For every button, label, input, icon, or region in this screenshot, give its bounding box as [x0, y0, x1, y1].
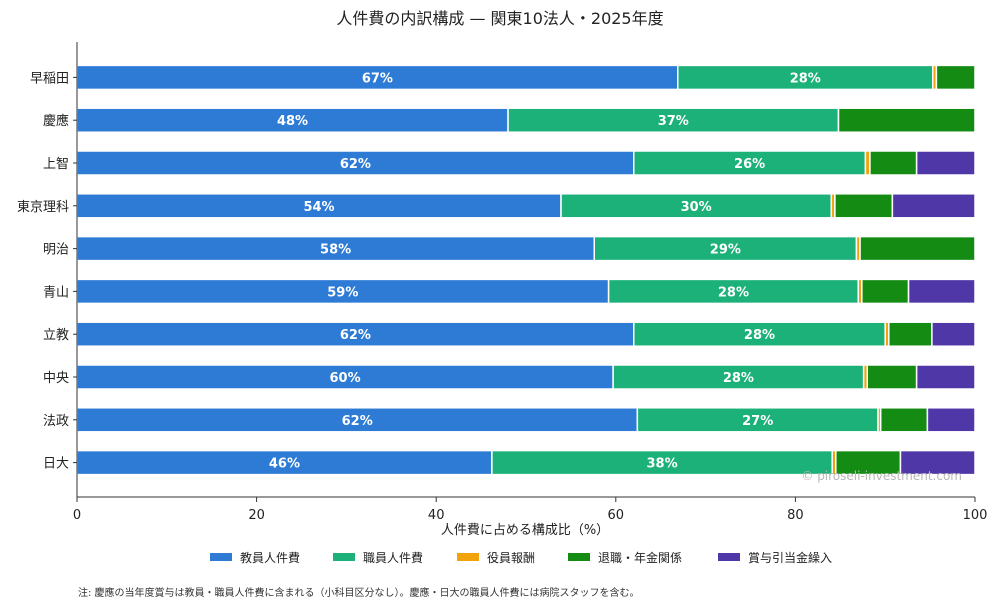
legend-label: 賞与引当金繰入 — [748, 550, 832, 565]
legend: 教員人件費 職員人件費 役員報酬 退職・年金関係 賞与引当金繰入 — [210, 550, 832, 565]
bars-group: 67% 28% 48% 37% 62% 26% 54% 30% 58% 29% 59% 28% 62% 2… — [76, 64, 976, 476]
category-label: 立教 — [43, 327, 69, 343]
data-label: 37% — [658, 114, 689, 129]
footnote: 注: 慶應の当年度賞与は教員・職員人件費に含まれる（小科目区分なし）。慶應・日大… — [78, 586, 640, 599]
data-label: 60% — [329, 371, 360, 386]
bar-segment — [677, 64, 934, 91]
legend-swatch — [718, 553, 740, 561]
watermark: © piroseli-investment.com — [801, 469, 962, 483]
category-label: 日大 — [43, 457, 69, 472]
x-tick-label: 80 — [787, 508, 804, 523]
data-label: 62% — [342, 414, 373, 429]
bar-segment — [633, 150, 867, 176]
category-label: 明治 — [43, 243, 69, 258]
data-label: 29% — [710, 243, 741, 258]
bar-segment — [869, 150, 918, 176]
bar-segment — [915, 364, 976, 390]
data-label: 30% — [681, 200, 712, 215]
x-tick-label: 40 — [428, 508, 445, 523]
bar-segment — [834, 193, 894, 219]
data-label: 28% — [744, 328, 775, 343]
bar-segment — [491, 449, 833, 476]
legend-label: 職員人件費 — [363, 550, 423, 565]
bar-segment — [926, 407, 976, 433]
bar-segment — [607, 278, 860, 305]
data-label: 59% — [327, 285, 358, 300]
data-label: 62% — [340, 157, 371, 172]
bar-segment — [835, 449, 902, 476]
legend-swatch — [333, 553, 355, 561]
data-label: 27% — [742, 414, 773, 429]
bar-segment — [935, 64, 976, 91]
bar-segment — [899, 449, 976, 476]
chart-title: 人件費の内訳構成 — 関東10法人・2025年度 — [336, 9, 663, 28]
data-label: 26% — [734, 157, 765, 172]
category-label: 早稲田 — [30, 71, 69, 86]
bar-segment — [931, 321, 976, 347]
x-tick-label: 0 — [73, 508, 81, 523]
category-label: 東京理科 — [17, 199, 69, 215]
data-label: 28% — [790, 71, 821, 86]
bar-segment — [76, 150, 635, 176]
data-label: 48% — [277, 114, 308, 129]
category-label: 中央 — [43, 371, 69, 386]
bar-segment — [76, 193, 562, 219]
bar-segment — [888, 321, 933, 347]
data-label: 54% — [303, 200, 334, 215]
data-label: 46% — [269, 457, 300, 472]
bar-segment — [837, 107, 976, 133]
category-label: 法政 — [43, 414, 69, 429]
bar-segment — [76, 364, 614, 390]
bar-segment — [866, 364, 918, 390]
x-tick-label: 60 — [608, 508, 625, 523]
bar-segment — [76, 321, 635, 347]
legend-label: 教員人件費 — [240, 550, 300, 565]
data-label: 67% — [362, 71, 393, 86]
legend-swatch — [210, 553, 232, 561]
x-axis-title: 人件費に占める構成比（%） — [441, 523, 609, 538]
legend-label: 役員報酬 — [487, 550, 535, 565]
data-label: 38% — [646, 457, 677, 472]
legend-label: 退職・年金関係 — [598, 550, 682, 565]
category-label: 上智 — [43, 157, 69, 172]
legend-swatch — [457, 553, 479, 561]
x-tick-label: 100 — [963, 508, 988, 523]
bar-segment — [915, 150, 976, 176]
category-label: 慶應 — [43, 113, 69, 129]
data-label: 28% — [718, 285, 749, 300]
bar-segment — [612, 364, 865, 390]
bar-segment — [891, 193, 976, 219]
bar-segment — [859, 235, 976, 262]
x-tick-label: 20 — [248, 508, 265, 523]
category-label: 青山 — [43, 285, 69, 300]
bar-segment — [861, 278, 910, 305]
bar-segment — [879, 407, 929, 433]
bar-segment — [907, 278, 976, 305]
data-label: 62% — [340, 328, 371, 343]
bar-segment — [560, 193, 833, 219]
legend-swatch — [568, 553, 590, 561]
data-label: 28% — [723, 371, 754, 386]
data-label: 58% — [320, 243, 351, 258]
